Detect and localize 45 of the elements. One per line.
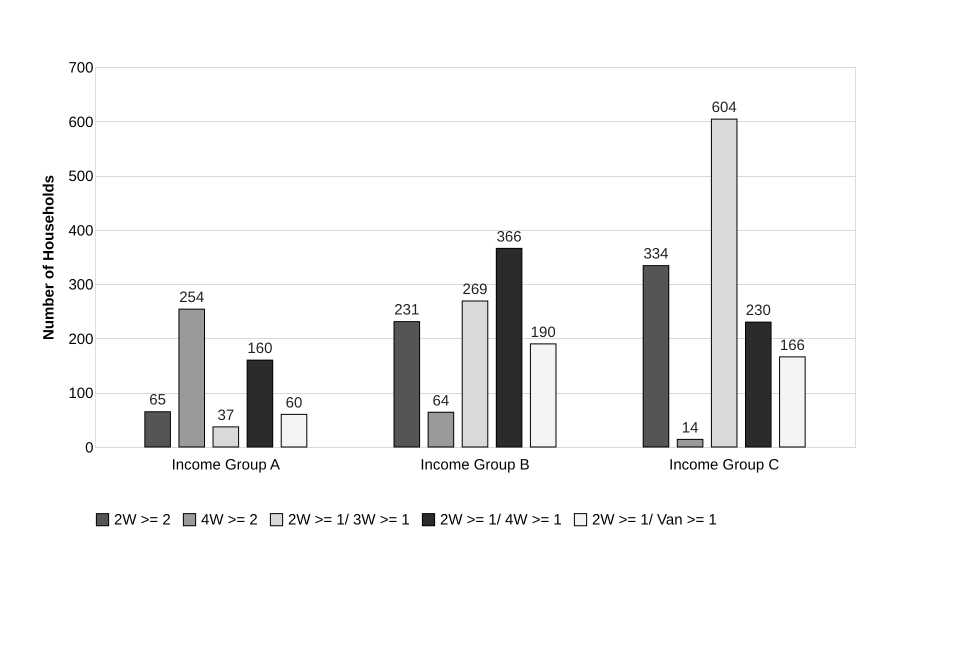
data-label: 166	[780, 336, 805, 354]
bar	[530, 343, 556, 448]
bar	[496, 248, 522, 448]
legend-label: 2W >= 1/ 3W >= 1	[288, 512, 410, 529]
bar	[744, 322, 772, 448]
data-label: 604	[712, 99, 737, 116]
y-tick-label: 600	[68, 114, 94, 131]
bar	[178, 308, 206, 448]
y-axis-title: Number of Households	[40, 174, 58, 340]
y-tick-label: 500	[68, 168, 94, 186]
bar	[779, 356, 806, 448]
data-label: 14	[682, 419, 698, 436]
x-tick-label: Income Group C	[669, 456, 780, 474]
data-label: 190	[530, 324, 556, 341]
y-tick-label: 0	[85, 440, 94, 456]
data-label: 64	[432, 392, 450, 410]
bar	[394, 321, 420, 448]
y-tick-label: 200	[68, 330, 94, 348]
data-label: 65	[149, 392, 166, 409]
bar	[676, 438, 704, 448]
bar	[144, 411, 171, 448]
data-label: 231	[394, 302, 420, 319]
data-label: 334	[643, 246, 668, 263]
bar	[642, 265, 670, 448]
legend-label: 2W >= 1/ 4W >= 1	[440, 512, 562, 529]
x-tick-label: Income Group A	[172, 456, 280, 474]
legend-label: 4W >= 2	[201, 512, 258, 529]
y-tick-label: 400	[68, 222, 94, 240]
y-tick-label: 100	[68, 385, 94, 402]
y-tick-label: 300	[68, 276, 94, 294]
bar	[428, 412, 454, 448]
bar	[212, 426, 240, 448]
data-label: 37	[217, 406, 234, 424]
data-label: 230	[746, 302, 771, 320]
data-label: 366	[496, 228, 522, 246]
data-label: 254	[179, 289, 204, 306]
bar	[280, 414, 308, 448]
y-tick-label: 700	[68, 60, 94, 76]
x-tick-label: Income Group B	[420, 456, 530, 474]
data-label: 269	[462, 280, 488, 298]
bar	[246, 360, 274, 448]
data-label: 60	[286, 394, 302, 412]
legend-label: 2W >= 2	[114, 512, 171, 529]
legend-label: 2W >= 1/ Van >= 1	[592, 512, 717, 529]
data-label: 160	[247, 340, 272, 358]
